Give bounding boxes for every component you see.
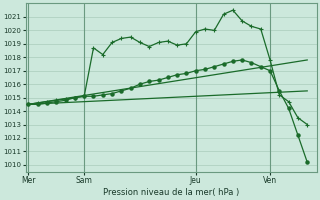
X-axis label: Pression niveau de la mer( hPa ): Pression niveau de la mer( hPa ): [103, 188, 239, 197]
